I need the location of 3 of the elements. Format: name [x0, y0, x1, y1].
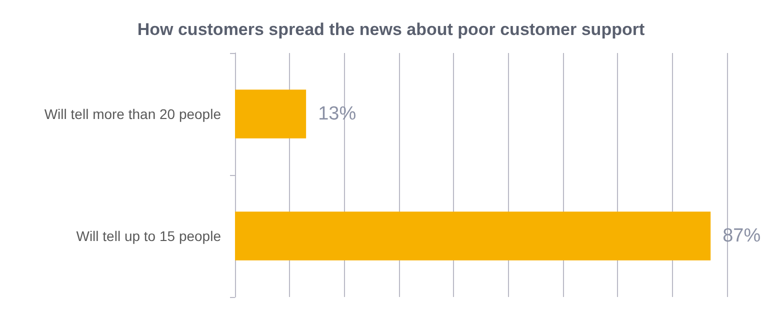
- chart-title: How customers spread the news about poor customer support: [137, 20, 645, 39]
- y-tick-label: Will tell up to 15 people: [76, 228, 222, 244]
- y-tick-label: Will tell more than 20 people: [44, 106, 222, 122]
